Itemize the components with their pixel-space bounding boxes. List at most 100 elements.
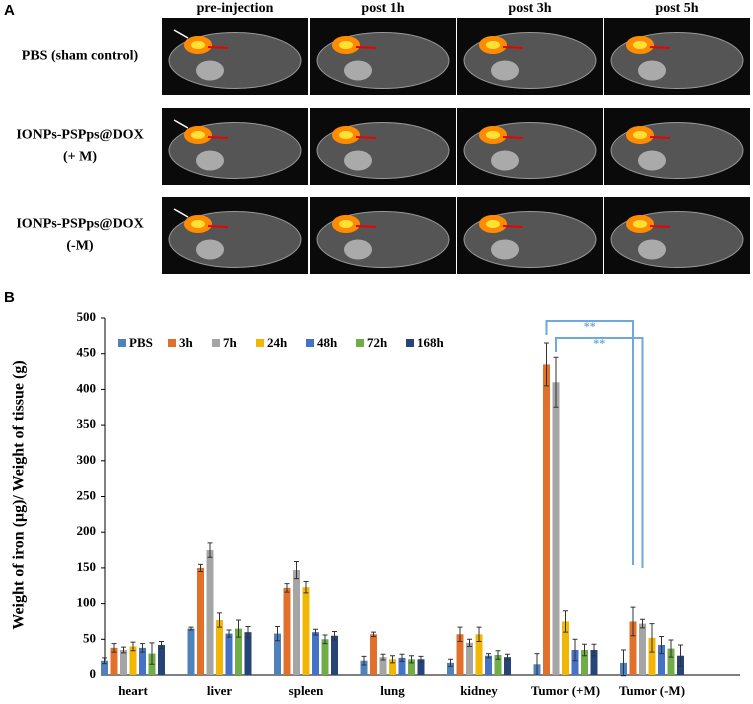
y-tick-label: 400	[77, 380, 97, 395]
bar	[543, 364, 550, 675]
error-bar	[457, 626, 463, 642]
error-bar	[111, 643, 117, 653]
error-bar	[303, 580, 309, 594]
row-label: (+ M)	[63, 150, 97, 165]
y-tick-label: 150	[77, 559, 97, 574]
tumor-core	[486, 41, 500, 49]
error-bar	[102, 657, 107, 665]
error-bar	[591, 643, 597, 657]
error-bar	[226, 629, 232, 638]
error-bar	[140, 643, 145, 653]
bar	[312, 632, 319, 675]
error-bar	[448, 658, 453, 667]
bar	[235, 628, 242, 675]
error-bar	[630, 606, 636, 637]
error-bar	[582, 643, 587, 657]
significance-label: **	[593, 336, 605, 350]
error-bar	[207, 542, 213, 558]
legend-label: 72h	[367, 335, 388, 350]
error-bar	[198, 563, 203, 572]
error-bar	[486, 653, 491, 659]
legend-swatch	[212, 339, 220, 347]
error-bar	[495, 650, 501, 660]
error-bar	[390, 655, 395, 664]
mri-organ	[491, 60, 519, 81]
bar	[447, 662, 454, 675]
bar	[120, 650, 127, 675]
x-tick-label: kidney	[460, 683, 498, 698]
legend-swatch	[168, 339, 176, 347]
bar	[639, 623, 646, 675]
error-bar	[467, 638, 472, 647]
error-bar	[332, 630, 337, 641]
y-tick-label: 300	[77, 452, 97, 467]
tumor-core	[191, 41, 205, 49]
tumor-core	[339, 220, 353, 228]
bar	[398, 657, 406, 675]
y-tick-label: 50	[83, 630, 96, 645]
x-tick-label: spleen	[289, 683, 324, 698]
arrow	[355, 136, 377, 139]
arrow	[173, 29, 189, 39]
tumor-core	[633, 220, 647, 228]
legend-label: PBS	[129, 335, 153, 350]
error-bar	[149, 642, 155, 665]
column-header: post 5h	[655, 1, 698, 16]
arrow	[207, 225, 229, 228]
arrow	[502, 225, 524, 228]
error-bar	[121, 646, 126, 654]
bar	[658, 645, 665, 675]
x-tick-label: heart	[118, 683, 148, 698]
error-bar	[544, 342, 549, 387]
bar	[494, 655, 502, 675]
legend-label: 168h	[417, 335, 445, 350]
arrow	[649, 46, 671, 49]
error-bar	[188, 626, 194, 631]
bar	[321, 639, 329, 675]
error-bar	[371, 631, 376, 637]
bar	[370, 634, 377, 675]
mri-organ	[344, 60, 372, 81]
error-bar	[476, 626, 482, 642]
bar	[110, 647, 118, 675]
error-bar	[659, 635, 664, 655]
significance-label: **	[584, 319, 596, 333]
bar	[475, 634, 483, 675]
y-tick-label: 350	[77, 416, 97, 431]
bar	[456, 634, 464, 675]
bar	[408, 659, 415, 675]
panel-label: A	[4, 2, 15, 19]
tumor-core	[486, 220, 500, 228]
error-bar	[418, 655, 424, 663]
mri-organ	[638, 60, 666, 81]
error-bar	[245, 625, 251, 639]
legend-swatch	[356, 339, 364, 347]
tumor-core	[486, 131, 500, 139]
bar	[225, 633, 233, 675]
bar	[139, 647, 146, 675]
legend-swatch	[306, 339, 314, 347]
mri-organ	[491, 239, 519, 260]
panel-label: B	[4, 289, 15, 306]
error-bar	[640, 618, 645, 629]
bar	[485, 655, 492, 675]
error-bar	[678, 644, 683, 667]
bar	[667, 648, 675, 675]
x-tick-label: lung	[380, 683, 405, 698]
error-bar	[563, 610, 568, 633]
arrow	[502, 46, 524, 49]
error-bar	[313, 628, 318, 636]
bar	[129, 646, 137, 675]
error-bar	[399, 653, 405, 662]
bar	[360, 660, 368, 675]
bar	[197, 567, 204, 675]
error-bar	[217, 612, 222, 628]
legend-label: 3h	[179, 335, 194, 350]
significance-bracket	[545, 320, 634, 565]
error-bar	[534, 653, 540, 676]
error-bar	[409, 655, 414, 664]
legend-swatch	[118, 339, 126, 347]
y-tick-label: 250	[77, 487, 97, 502]
column-header: pre-injection	[197, 1, 274, 16]
legend-label: 48h	[317, 335, 338, 350]
